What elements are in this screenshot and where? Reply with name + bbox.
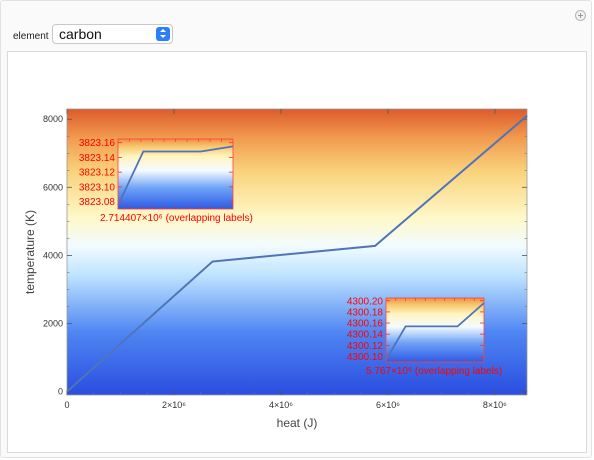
x-axis-title: heat (J) (277, 416, 318, 430)
y-axis-title: temperature (K) (23, 210, 37, 294)
inset-y-tick-label: 4300.16 (347, 319, 384, 330)
element-select[interactable]: carbon (52, 24, 173, 44)
inset-y-tick-label: 4300.10 (347, 352, 384, 363)
heating-curve-line (66, 115, 528, 393)
inset-y-tick-label: 3823.08 (79, 197, 116, 208)
x-tick-label: 0 (64, 400, 69, 410)
inset-curve-line (117, 145, 234, 206)
y-tick-label: 4000 (43, 250, 63, 260)
plot-frame (66, 108, 528, 396)
inset-background (386, 298, 484, 362)
y-tick-label: 6000 (43, 182, 63, 192)
inset-y-tick-label: 4300.12 (347, 341, 384, 352)
y-tick-label: 8000 (43, 114, 63, 124)
inset-y-tick-label: 4300.14 (347, 330, 384, 341)
x-tick-label: 6×10⁶ (376, 400, 400, 410)
inset-curve-line (385, 302, 485, 361)
select-arrows-icon (156, 27, 170, 41)
element-select-value: carbon (59, 26, 102, 42)
inset-x-tick-labels: 5.767×10⁶ (overlapping labels) (366, 366, 502, 377)
x-tick-label: 4×10⁶ (269, 400, 293, 410)
y-tick-label: 0 (58, 387, 63, 397)
inset-upper-left: 3823.08 3823.10 3823.12 3823.14 3823.16 2.714… (79, 138, 253, 224)
inset-y-tick-label: 4300.20 (347, 296, 384, 307)
inset-y-tick-label: 3823.10 (79, 182, 116, 193)
inset-lower-right: 4300.104300.124300.144300.164300.184300.… (347, 296, 502, 377)
inset-y-tick-label: 3823.14 (79, 153, 116, 164)
inset-y-tick-label: 4300.18 (347, 307, 384, 318)
expand-plus-icon[interactable] (575, 10, 586, 21)
x-tick-label: 8×10⁶ (483, 400, 507, 410)
inset-x-tick-labels: 2.714407×10⁶ (overlapping labels) (100, 213, 253, 224)
inset-y-tick-label: 3823.16 (79, 138, 116, 149)
element-label: element (13, 31, 49, 42)
y-tick-label: 2000 (43, 319, 63, 329)
inset-y-tick-label: 3823.12 (79, 168, 116, 179)
x-tick-label: 2×10⁶ (162, 400, 186, 410)
